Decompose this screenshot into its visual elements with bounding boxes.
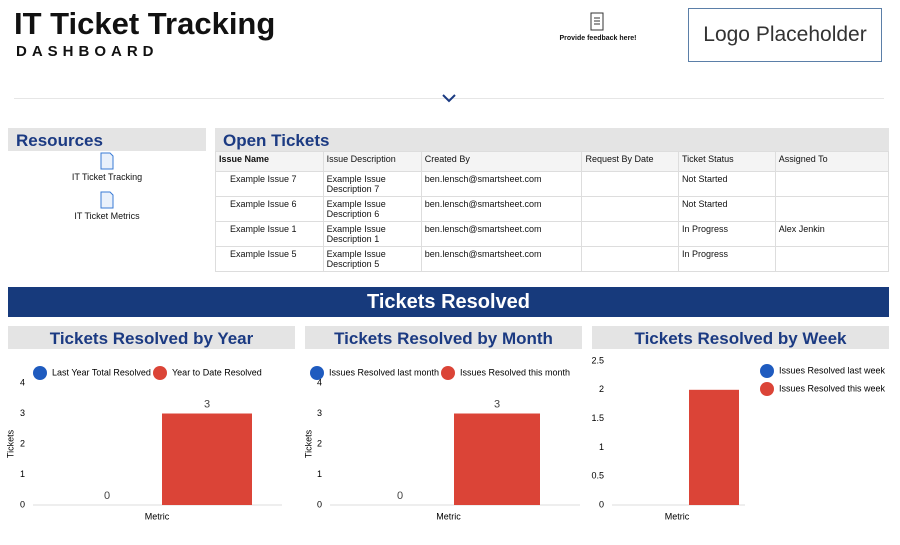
resources-list: IT Ticket Tracking IT Ticket Metrics — [8, 152, 206, 230]
legend-label: Last Year Total Resolved — [52, 367, 151, 377]
y-tick-label: 1.5 — [591, 413, 604, 423]
table-row: Example Issue 1 Example Issue Description… — [215, 221, 890, 247]
table-cell: Example Issue Description 6 — [322, 196, 422, 222]
sheet-icon — [100, 152, 114, 170]
y-tick-label: 2 — [20, 438, 25, 448]
table-cell: ben.lensch@smartsheet.com — [420, 171, 583, 197]
y-tick-label: 1 — [599, 442, 604, 452]
bar — [689, 389, 739, 505]
chart-title: Tickets Resolved by Week — [592, 326, 889, 349]
table-cell: Example Issue Description 5 — [322, 246, 422, 272]
legend-label: Year to Date Resolved — [172, 367, 262, 377]
y-tick-label: 4 — [20, 377, 25, 387]
y-tick-label: 1 — [20, 469, 25, 479]
collapse-chevron[interactable] — [441, 93, 457, 103]
y-tick-label: 0.5 — [591, 471, 604, 481]
logo: Logo Placeholder — [688, 8, 882, 62]
legend-swatch — [33, 366, 47, 380]
resource-item[interactable]: IT Ticket Tracking — [8, 152, 206, 191]
x-axis-label: Metric — [436, 511, 461, 521]
y-tick-label: 0 — [317, 499, 322, 509]
legend-swatch — [760, 382, 774, 396]
legend-label: Issues Resolved last week — [779, 365, 886, 375]
resource-item[interactable]: IT Ticket Metrics — [8, 191, 206, 230]
legend-swatch — [441, 366, 455, 380]
y-axis-label: Tickets — [303, 429, 313, 458]
data-label: 3 — [204, 398, 210, 410]
y-tick-label: 2.5 — [591, 355, 604, 365]
table-cell: Not Started — [677, 171, 776, 197]
y-axis-label: Tickets — [5, 429, 15, 458]
resource-link: IT Ticket Metrics — [74, 211, 140, 221]
panel-header: Resources — [8, 128, 206, 151]
table-cell: Example Issue Description 7 — [322, 171, 422, 197]
y-tick-label: 0 — [599, 499, 604, 509]
section-banner: Tickets Resolved — [8, 287, 889, 317]
x-axis-label: Metric — [145, 511, 170, 521]
table-cell: Example Issue 5 — [215, 246, 324, 272]
table-cell — [774, 196, 890, 222]
table-cell: Not Started — [677, 196, 776, 222]
table-row: Example Issue 5 Example Issue Description… — [215, 246, 890, 272]
table-cell: Example Issue 7 — [215, 171, 324, 197]
legend-label: Issues Resolved last month — [329, 367, 439, 377]
tickets-table: Issue Name Issue Description Created By Req… — [215, 151, 890, 272]
sheet-icon — [100, 191, 114, 209]
column-header: Request By Date — [581, 151, 679, 172]
table-cell — [581, 196, 679, 222]
column-header: Assigned To — [774, 151, 890, 172]
chart-title: Tickets Resolved by Month — [305, 326, 582, 349]
column-header: Issue Description — [322, 151, 422, 172]
feedback-icon[interactable] — [590, 12, 605, 32]
separator — [14, 98, 884, 99]
feedback-link[interactable]: Provide feedback here! — [559, 35, 637, 42]
resource-link: IT Ticket Tracking — [71, 172, 143, 182]
data-label: 0 — [104, 490, 110, 502]
bar — [162, 413, 252, 505]
y-tick-label: 3 — [20, 408, 25, 418]
data-label: 0 — [397, 490, 403, 502]
y-tick-label: 4 — [317, 377, 322, 387]
legend-swatch — [760, 364, 774, 378]
y-tick-label: 2 — [599, 384, 604, 394]
legend-swatch — [153, 366, 167, 380]
table-cell: Example Issue 1 — [215, 221, 324, 247]
table-row: Example Issue 6 Example Issue Description… — [215, 196, 890, 222]
table-cell: In Progress — [677, 246, 776, 272]
table-cell — [774, 246, 890, 272]
legend-label: Issues Resolved this month — [460, 367, 570, 377]
table-cell — [581, 246, 679, 272]
column-header: Created By — [420, 151, 583, 172]
table-row: Example Issue 7 Example Issue Description… — [215, 171, 890, 197]
y-tick-label: 2 — [317, 438, 322, 448]
chart-title: Tickets Resolved by Year — [8, 326, 295, 349]
subtitle: DASHBOARD — [16, 43, 159, 60]
table-cell: Example Issue Description 1 — [322, 221, 422, 247]
legend-swatch — [310, 366, 324, 380]
table-cell: ben.lensch@smartsheet.com — [420, 246, 583, 272]
bar — [454, 413, 540, 505]
panel-header: Open Tickets — [215, 128, 889, 151]
x-axis-label: Metric — [665, 511, 690, 521]
y-tick-label: 0 — [20, 499, 25, 509]
title: IT Ticket Tracking — [14, 6, 276, 41]
y-tick-label: 3 — [317, 408, 322, 418]
y-tick-label: 1 — [317, 469, 322, 479]
legend-label: Issues Resolved this week — [779, 383, 886, 393]
data-label: 3 — [494, 398, 500, 410]
